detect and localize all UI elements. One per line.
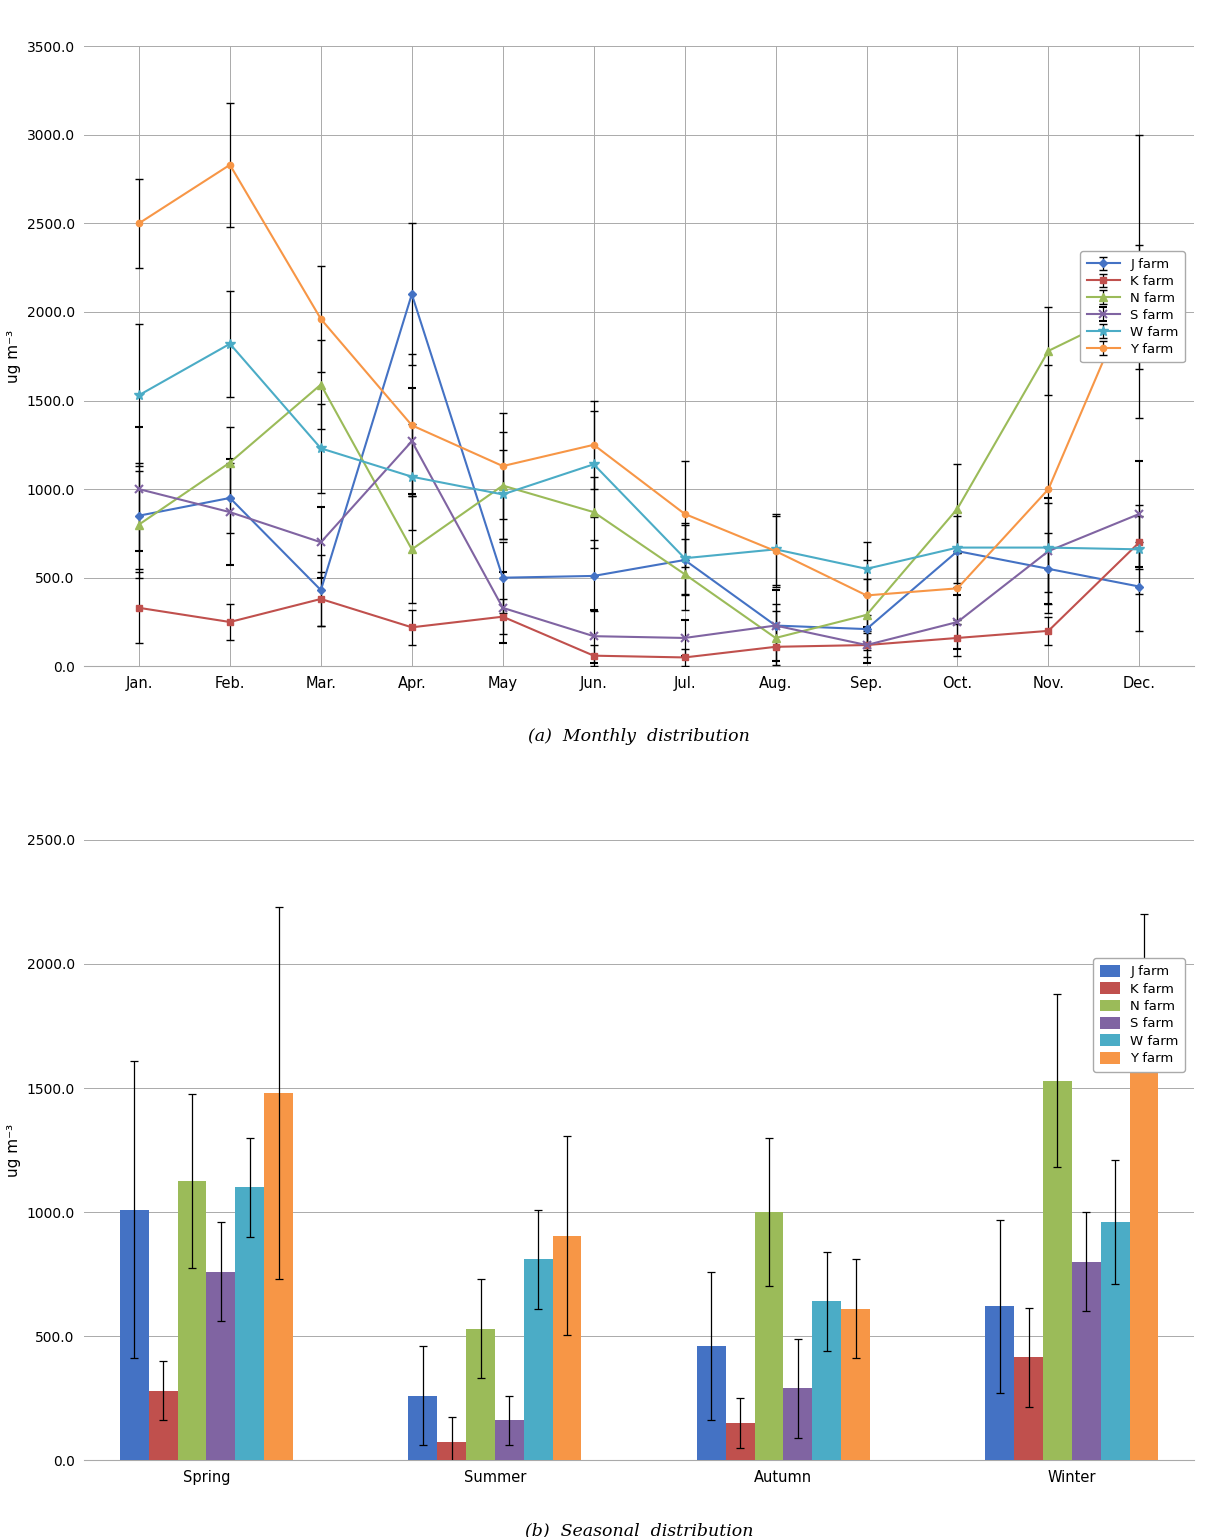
Bar — [697, 1346, 726, 1460]
Bar — [1043, 1081, 1072, 1460]
Y-axis label: ug m⁻³: ug m⁻³ — [6, 329, 21, 383]
Bar — [1130, 988, 1159, 1460]
Bar — [552, 1236, 581, 1460]
Text: (a)  Monthly  distribution: (a) Monthly distribution — [528, 729, 750, 745]
Y-axis label: ug m⁻³: ug m⁻³ — [6, 1124, 21, 1177]
Bar — [1072, 1262, 1101, 1460]
Bar — [206, 1271, 235, 1460]
Bar — [466, 1328, 494, 1460]
Bar — [985, 1306, 1014, 1460]
Bar — [755, 1213, 784, 1460]
Bar — [264, 1093, 293, 1460]
Text: (b)  Seasonal  distribution: (b) Seasonal distribution — [525, 1522, 754, 1537]
Bar — [1101, 1222, 1130, 1460]
Bar — [235, 1187, 264, 1460]
Bar — [177, 1180, 206, 1460]
Bar — [726, 1423, 755, 1460]
Bar — [813, 1302, 841, 1460]
Bar — [523, 1259, 552, 1460]
Bar — [1014, 1357, 1043, 1460]
Bar — [494, 1420, 523, 1460]
Bar — [438, 1442, 466, 1460]
Legend: J farm, K farm, N farm, S farm, W farm, Y farm: J farm, K farm, N farm, S farm, W farm, … — [1093, 958, 1185, 1071]
Bar — [841, 1310, 870, 1460]
Bar — [119, 1210, 148, 1460]
Bar — [409, 1396, 438, 1460]
Legend: J farm, K farm, N farm, S farm, W farm, Y farm: J farm, K farm, N farm, S farm, W farm, … — [1081, 251, 1185, 363]
Bar — [148, 1391, 177, 1460]
Bar — [784, 1388, 813, 1460]
